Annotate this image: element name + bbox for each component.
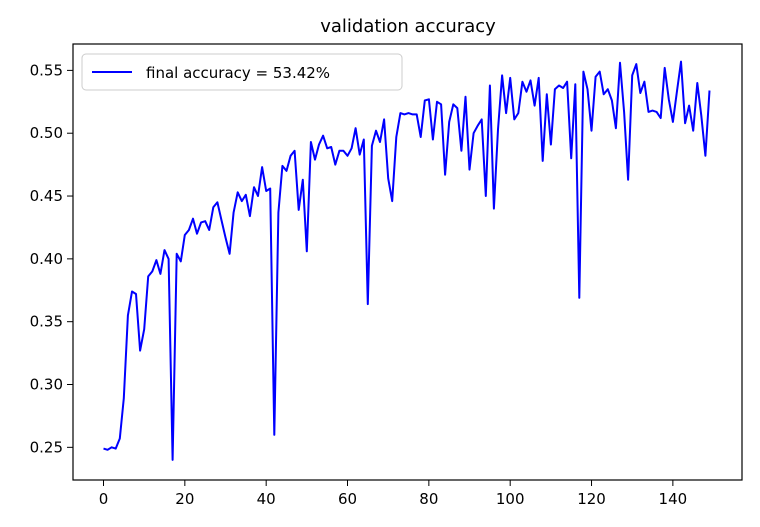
axes-frame bbox=[72, 43, 743, 481]
chart-title: validation accuracy bbox=[320, 16, 496, 37]
series-line bbox=[103, 60, 711, 461]
x-tick-label: 20 bbox=[175, 490, 194, 508]
y-tick-label: 0.50 bbox=[30, 124, 63, 142]
y-tick-label: 0.35 bbox=[30, 313, 63, 331]
x-tick-label: 80 bbox=[419, 490, 438, 508]
y-tick-label: 0.40 bbox=[30, 250, 63, 268]
x-tick-label: 40 bbox=[257, 490, 276, 508]
y-axis: 0.25 0.30 0.35 0.40 0.45 0.50 0.55 bbox=[30, 61, 73, 456]
y-tick-label: 0.25 bbox=[30, 438, 63, 456]
y-tick-label: 0.55 bbox=[30, 61, 63, 79]
x-tick-label: 0 bbox=[99, 490, 109, 508]
legend: final accuracy = 53.42% bbox=[81, 53, 403, 91]
plot-area bbox=[103, 60, 711, 461]
x-tick-label: 120 bbox=[577, 490, 606, 508]
legend-label: final accuracy = 53.42% bbox=[146, 64, 330, 82]
x-tick-label: 140 bbox=[659, 490, 688, 508]
x-tick-label: 100 bbox=[496, 490, 525, 508]
y-tick-label: 0.30 bbox=[30, 376, 63, 394]
x-axis: 0 20 40 60 80 100 120 140 bbox=[99, 480, 687, 508]
x-tick-label: 60 bbox=[338, 490, 357, 508]
y-tick-label: 0.45 bbox=[30, 187, 63, 205]
legend-box bbox=[81, 53, 403, 91]
